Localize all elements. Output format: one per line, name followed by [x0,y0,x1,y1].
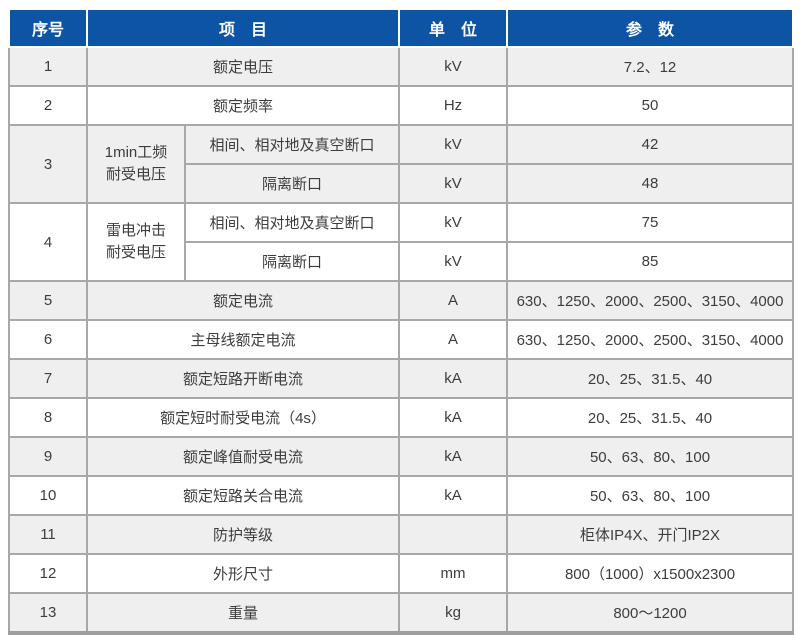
param-cell: 630、1250、2000、2500、3150、4000 [506,280,795,321]
unit-cell: kA [398,475,509,516]
col-header-unit: 单 位 [398,8,509,48]
param-cell: 柜体IP4X、开门IP2X [506,514,795,555]
table-subrow: 隔离断口 kV 48 [9,163,795,204]
row-no: 9 [8,436,88,477]
row-no: 7 [8,358,88,399]
row-no: 3 [8,124,88,204]
table-row: 4 雷电冲击 耐受电压 相间、相对地及真空断口 kV 75 [8,202,795,282]
table-row: 8 额定短时耐受电流（4s） kA 20、25、31.5、40 [8,397,795,438]
row-no: 12 [8,553,88,594]
table-row: 2 额定频率 Hz 50 [8,85,795,126]
param-cell: 7.2、12 [506,46,795,87]
param-cell: 20、25、31.5、40 [506,397,795,438]
unit-cell: Hz [398,85,509,126]
col-header-no: 序号 [8,8,88,48]
col-header-param: 参 数 [506,8,795,48]
unit-cell: kV [398,163,509,204]
table-row: 10 额定短路关合电流 kA 50、63、80、100 [8,475,795,516]
param-cell: 48 [506,163,795,204]
table-row: 6 主母线额定电流 A 630、1250、2000、2500、3150、4000 [8,319,795,360]
item-cell: 重量 [85,592,401,635]
item-sub-cell: 隔离断口 [183,163,401,204]
unit-cell: kg [398,592,509,635]
item-cell: 额定短时耐受电流（4s） [85,397,401,438]
row-no: 13 [8,592,88,635]
item-sub-cell: 隔离断口 [183,241,401,282]
row-no: 10 [8,475,88,516]
row-no: 1 [8,46,88,87]
table-row: 13 重量 kg 800～1200 [8,592,795,635]
param-cell: 85 [506,241,795,282]
item-cell: 主母线额定电流 [85,319,401,360]
param-cell: 20、25、31.5、40 [506,358,795,399]
unit-cell: A [398,319,509,360]
table-row: 5 额定电流 A 630、1250、2000、2500、3150、4000 [8,280,795,321]
unit-cell [398,514,509,555]
param-cell: 50 [506,85,795,126]
table-row: 1 额定电压 kV 7.2、12 [8,46,795,87]
table-row: 12 外形尺寸 mm 800（1000）x1500x2300 [8,553,795,594]
table-row: 3 1min工频 耐受电压 相间、相对地及真空断口 kV 42 [8,124,795,204]
param-cell: 50、63、80、100 [506,436,795,477]
spec-table: 序号 项 目 单 位 参 数 1 额定电压 kV 7.2、12 2 额定频率 H… [8,8,795,635]
item-group-cell: 1min工频 耐受电压 [86,124,186,204]
unit-cell: kV [398,124,509,165]
unit-cell: kV [398,46,509,87]
unit-cell: mm [398,553,509,594]
item-cell: 额定电压 [85,46,401,87]
unit-cell: kA [398,397,509,438]
param-cell: 75 [506,202,795,243]
row-no: 2 [8,85,88,126]
item-cell: 额定短路关合电流 [85,475,401,516]
col-header-item: 项 目 [85,8,401,48]
item-cell: 额定频率 [85,85,401,126]
table-subrow: 隔离断口 kV 85 [9,241,795,282]
unit-cell: kV [398,202,509,243]
param-cell: 800（1000）x1500x2300 [506,553,795,594]
item-sub-cell: 相间、相对地及真空断口 [183,124,401,165]
unit-cell: kA [398,436,509,477]
item-cell: 防护等级 [85,514,401,555]
param-cell: 630、1250、2000、2500、3150、4000 [506,319,795,360]
unit-cell: kA [398,358,509,399]
row-no: 8 [8,397,88,438]
table-row: 7 额定短路开断电流 kA 20、25、31.5、40 [8,358,795,399]
unit-cell: A [398,280,509,321]
param-cell: 50、63、80、100 [506,475,795,516]
item-cell: 额定电流 [85,280,401,321]
param-cell: 800～1200 [506,592,795,635]
param-cell: 42 [506,124,795,165]
row-no: 11 [8,514,88,555]
item-group-cell: 雷电冲击 耐受电压 [86,202,186,282]
row-no: 4 [8,202,88,282]
row-no: 5 [8,280,88,321]
item-sub-cell: 相间、相对地及真空断口 [183,202,401,243]
table-row: 11 防护等级 柜体IP4X、开门IP2X [8,514,795,555]
item-cell: 外形尺寸 [85,553,401,594]
table-row: 9 额定峰值耐受电流 kA 50、63、80、100 [8,436,795,477]
item-cell: 额定峰值耐受电流 [85,436,401,477]
item-cell: 额定短路开断电流 [85,358,401,399]
header-row: 序号 项 目 单 位 参 数 [8,8,795,48]
unit-cell: kV [398,241,509,282]
row-no: 6 [8,319,88,360]
